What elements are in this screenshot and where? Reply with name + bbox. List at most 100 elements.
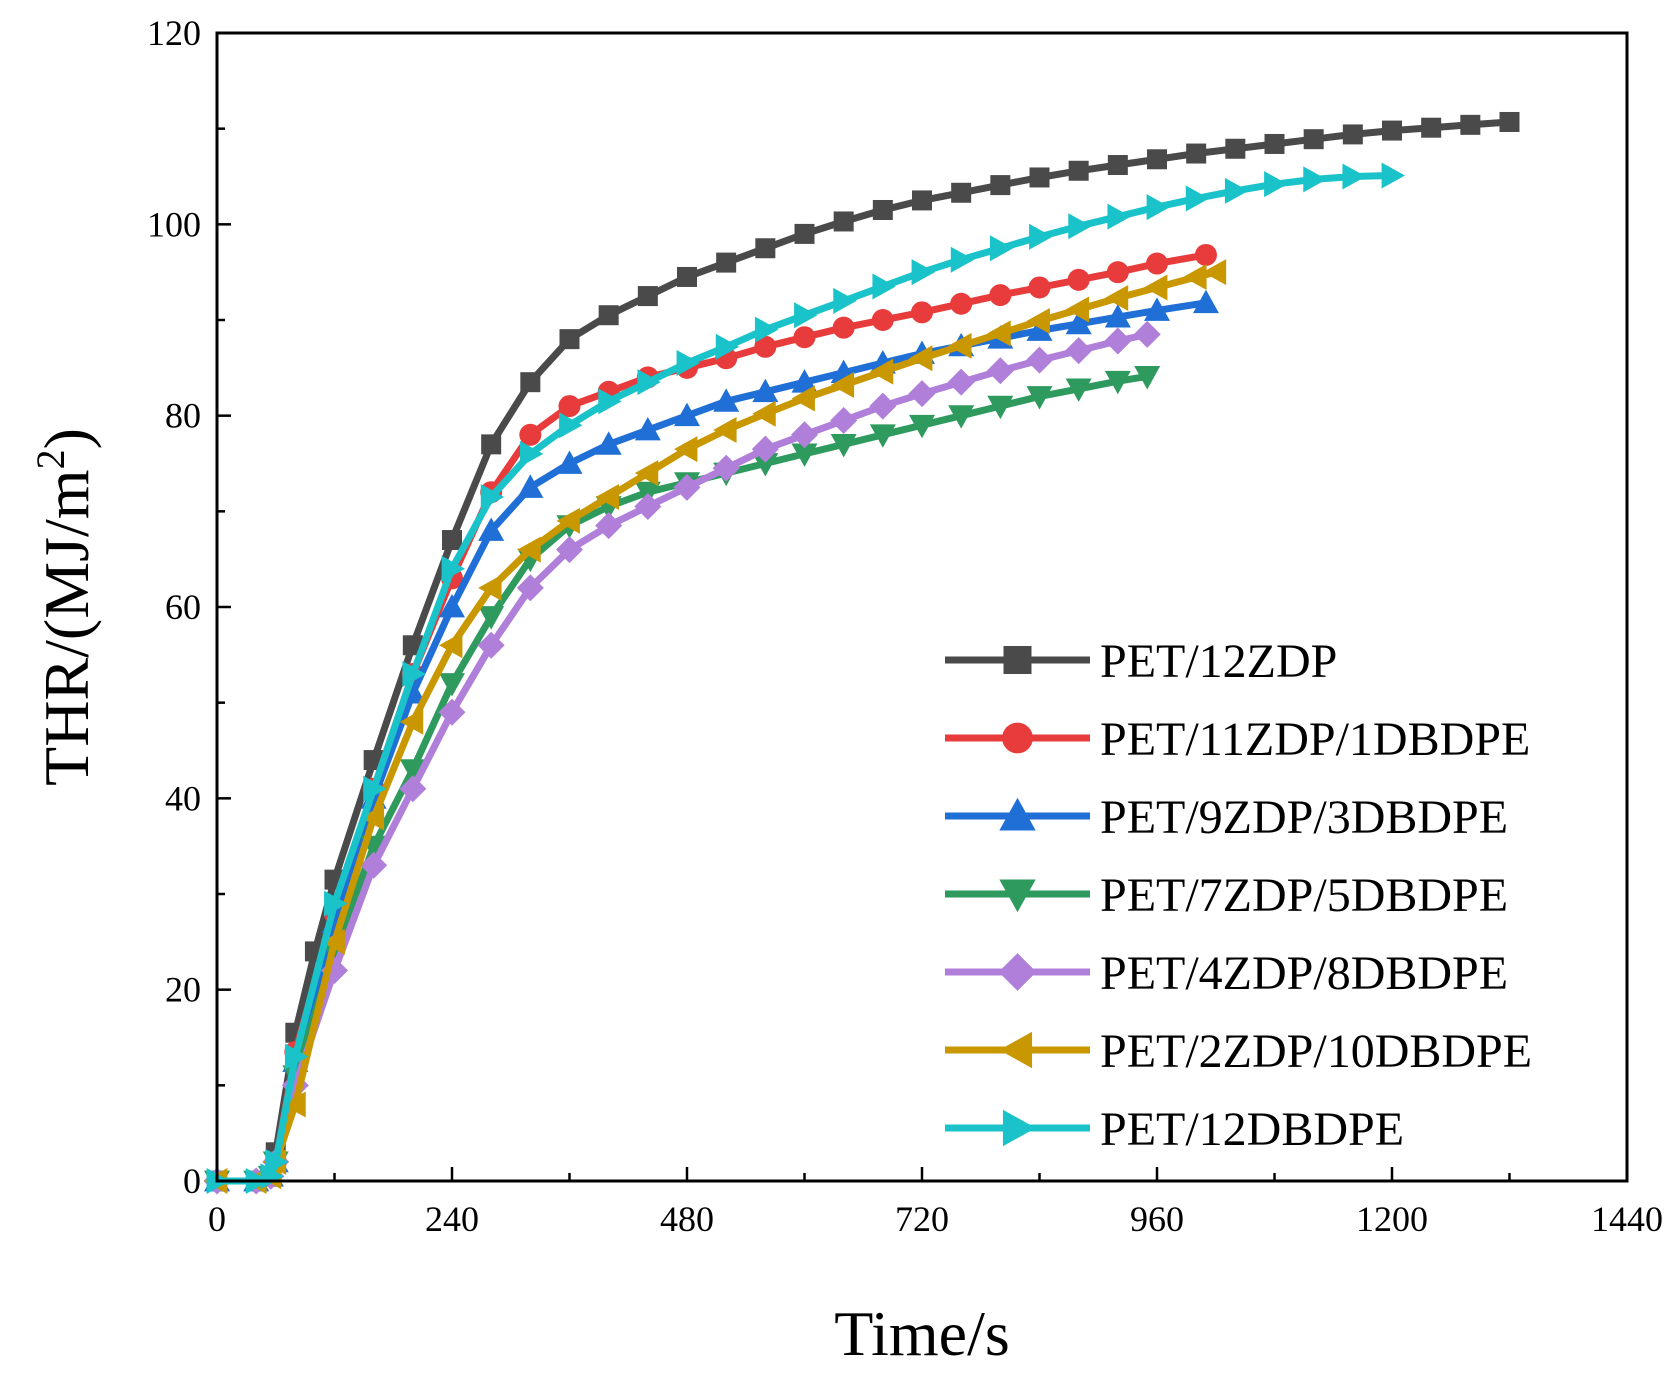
legend-marker — [999, 797, 1036, 831]
data-point — [1421, 117, 1442, 138]
data-point — [559, 329, 580, 350]
data-point — [908, 380, 936, 408]
data-point — [794, 223, 815, 244]
data-point — [791, 421, 818, 449]
data-point — [1194, 243, 1217, 266]
data-point — [989, 235, 1014, 262]
data-point — [1342, 124, 1363, 145]
data-point — [754, 335, 777, 358]
data-point — [1029, 223, 1053, 250]
data-point — [1107, 203, 1131, 230]
data-point — [595, 431, 622, 455]
data-point — [634, 417, 661, 441]
data-point — [989, 284, 1012, 307]
data-point — [399, 708, 424, 735]
data-point — [1183, 263, 1207, 290]
data-point — [1068, 160, 1089, 181]
data-point — [1133, 320, 1161, 348]
data-point — [871, 309, 894, 331]
data-point — [321, 928, 345, 955]
data-point — [869, 392, 897, 420]
data-point — [791, 443, 818, 467]
data-point — [1303, 166, 1327, 193]
data-point — [439, 673, 465, 697]
data-point — [677, 266, 697, 287]
data-point — [830, 372, 855, 399]
data-point — [1065, 337, 1093, 365]
legend-item: PET/2ZDP/10DBDPE — [945, 1025, 1532, 1078]
data-point — [1225, 138, 1246, 159]
data-point — [1303, 129, 1324, 150]
data-point — [713, 417, 737, 444]
data-point — [441, 555, 465, 582]
data-point — [755, 238, 776, 259]
y-tick-label: 120 — [147, 13, 201, 53]
data-point — [399, 759, 426, 783]
data-point — [948, 405, 975, 429]
x-tick-label: 1440 — [1591, 1199, 1663, 1239]
data-point — [948, 332, 972, 359]
data-point — [519, 423, 542, 446]
data-point — [1026, 346, 1053, 374]
data-point — [556, 507, 580, 534]
data-point — [951, 182, 972, 203]
data-point — [833, 211, 854, 232]
data-point — [637, 286, 658, 307]
data-point — [715, 333, 740, 360]
data-point — [265, 1148, 289, 1175]
data-point — [481, 434, 502, 455]
data-point — [1381, 162, 1405, 189]
data-point — [830, 433, 857, 458]
legend-marker — [1002, 722, 1033, 754]
legend-marker — [999, 1031, 1033, 1069]
legend-label: PET/7ZDP/5DBDPE — [1100, 869, 1508, 922]
y-tick-label: 0 — [183, 1161, 201, 1201]
y-tick-label: 80 — [165, 396, 201, 436]
data-point — [516, 574, 544, 602]
data-point — [830, 406, 858, 434]
legend-label: PET/12DBDPE — [1100, 1103, 1404, 1156]
legend-marker — [998, 953, 1037, 991]
data-point — [1104, 304, 1131, 328]
data-point — [595, 483, 620, 510]
legend-marker — [999, 879, 1036, 913]
data-point — [909, 345, 933, 372]
data-point — [911, 301, 933, 324]
legend-item: PET/4ZDP/8DBDPE — [945, 947, 1508, 1000]
data-point — [990, 175, 1011, 196]
data-point — [1067, 268, 1090, 291]
data-point — [556, 450, 583, 474]
data-point — [519, 440, 544, 467]
data-point — [637, 369, 661, 396]
data-point — [1065, 310, 1092, 335]
data-point — [912, 190, 932, 211]
series-1 — [207, 111, 1520, 1191]
data-point — [520, 372, 541, 393]
legend-marker — [1003, 646, 1032, 674]
data-point — [950, 292, 973, 315]
data-point — [1499, 111, 1520, 132]
data-point — [324, 890, 348, 917]
data-point — [1104, 284, 1129, 311]
data-point — [832, 316, 855, 339]
data-point — [872, 199, 893, 220]
data-point — [1202, 259, 1227, 286]
data-point — [1065, 296, 1090, 323]
data-point — [869, 358, 894, 385]
data-point — [752, 378, 779, 403]
data-point — [713, 388, 740, 412]
x-tick-label: 720 — [895, 1199, 949, 1239]
data-point — [872, 273, 896, 300]
data-point — [673, 473, 701, 501]
plot-area-frame — [215, 31, 1629, 1183]
data-point — [1144, 297, 1170, 321]
data-point — [791, 385, 815, 412]
y-tick-label: 40 — [165, 778, 201, 818]
data-point — [716, 252, 737, 273]
data-point — [438, 698, 466, 726]
data-point — [1382, 120, 1402, 141]
tick-labels: 0 240 480 720 960 1200 1440 0 20 40 60 80 100 120 — [147, 13, 1663, 1239]
data-point — [1146, 252, 1168, 275]
data-point — [559, 412, 583, 439]
legend-item: PET/7ZDP/5DBDPE — [945, 869, 1508, 922]
